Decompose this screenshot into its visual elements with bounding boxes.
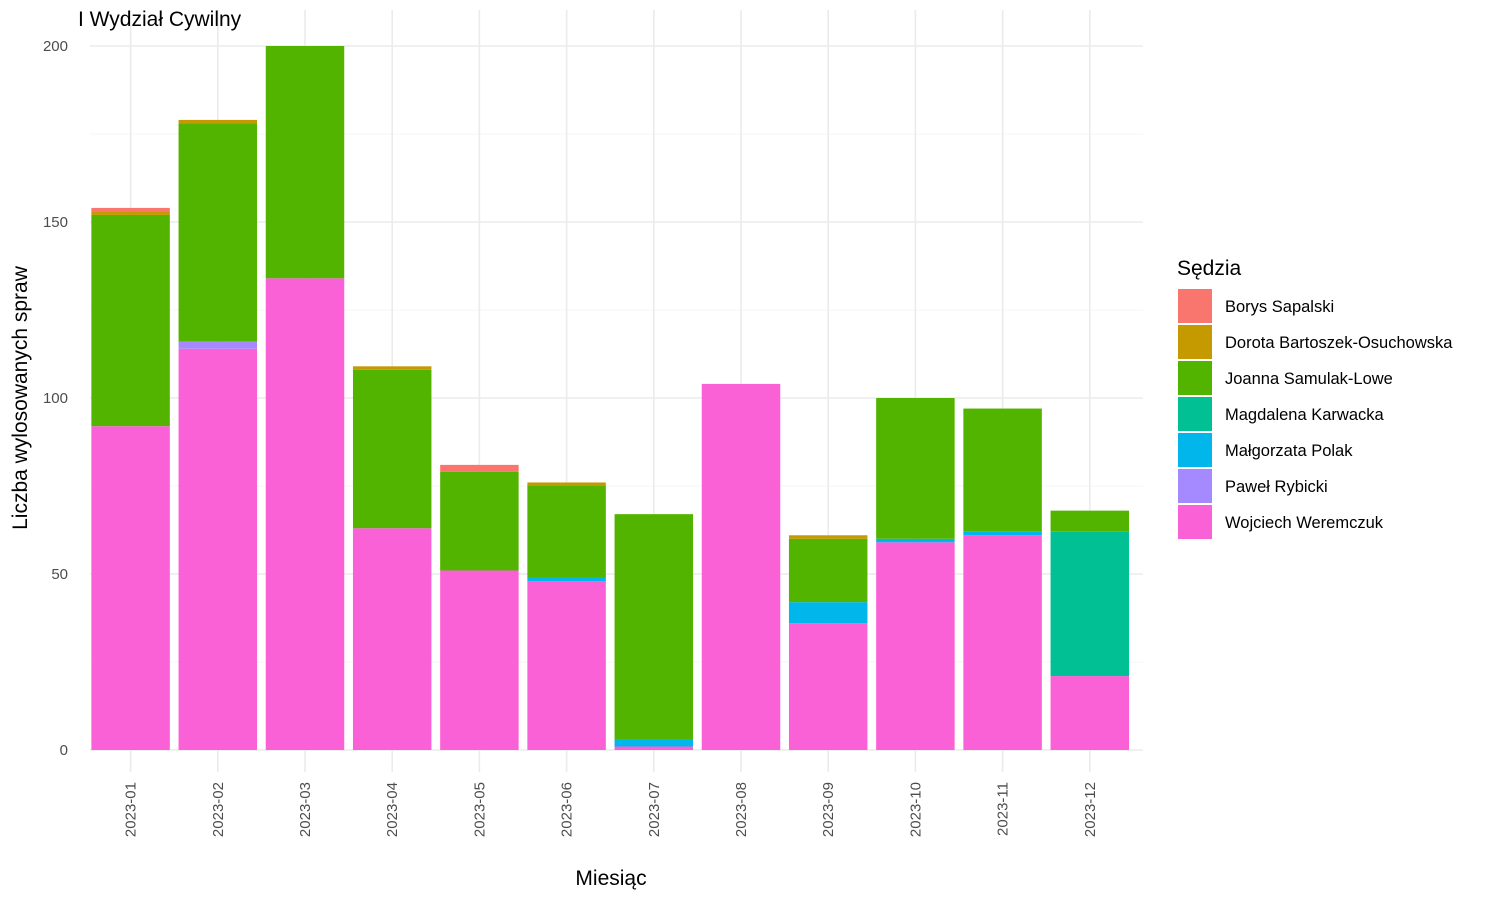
bar-segment [527,577,606,582]
bar-segment [440,570,519,750]
bar-segment [265,46,345,279]
bar-segment [91,214,170,427]
bar-segment [91,207,170,212]
x-tick-label: 2023-10 [907,782,924,837]
legend-label: Dorota Bartoszek-Osuchowska [1225,334,1453,352]
bar-segment [440,464,519,472]
y-tick-label: 0 [60,742,68,759]
bar-segment [701,383,781,750]
x-axis-ticks: 2023-01 2023-02 2023-03 2023-04 2023-05 2023-… [123,782,1099,837]
legend-label: Magdalena Karwacka [1225,406,1384,424]
bar-segment [178,119,258,124]
bar-segment [876,398,955,539]
bar-segment [1050,510,1130,532]
x-tick-label: 2023-02 [210,782,227,837]
bar-segment [527,486,606,578]
bar-segment [265,278,345,750]
legend-swatch [1178,361,1212,395]
bar-segment [352,366,432,370]
bar-segment [963,535,1042,750]
x-tick-label: 2023-03 [297,782,314,837]
y-axis-ticks: 0 50 100 150 200 [43,38,68,759]
bar-segment [614,514,694,740]
legend: Sędzia Borys Sapalski Dorota Bartoszek-Os… [1177,257,1453,539]
bar-segment [1050,531,1130,677]
y-axis-title: Liczba wylosowanych spraw [9,265,32,530]
legend-swatch [1178,289,1212,323]
bars [91,46,1130,750]
bar-segment [527,482,606,486]
y-tick-label: 150 [43,214,68,231]
x-tick-label: 2023-04 [384,782,401,837]
y-tick-label: 100 [43,390,68,407]
legend-label: Joanna Samulak-Lowe [1225,370,1393,388]
chart-title: I Wydział Cywilny [78,8,242,31]
x-tick-label: 2023-06 [559,782,576,837]
bar-segment [963,531,1042,536]
x-axis-title: Miesiąc [575,867,646,890]
legend-items: Borys Sapalski Dorota Bartoszek-Osuchowsk… [1178,289,1453,539]
legend-label: Borys Sapalski [1225,298,1334,316]
bar-segment [876,542,955,750]
bar-segment [178,341,258,349]
x-tick-label: 2023-05 [471,782,488,837]
bar-segment [440,471,519,571]
bar-segment [91,426,170,750]
x-tick-label: 2023-11 [995,782,1012,836]
bar-segment [963,408,1042,532]
bar-segment [788,602,868,624]
y-tick-label: 200 [43,38,68,55]
legend-label: Wojciech Weremczuk [1225,514,1384,532]
bar-segment [788,535,868,539]
bar-segment [788,623,868,750]
bar-segment [614,739,694,747]
legend-swatch [1178,505,1212,539]
bar-segment [614,746,694,750]
legend-label: Małgorzata Polak [1225,442,1353,460]
legend-swatch [1178,433,1212,467]
x-tick-label: 2023-07 [646,782,663,837]
y-tick-label: 50 [51,566,68,583]
legend-swatch [1178,469,1212,503]
bar-segment [178,348,258,750]
bar-segment [352,528,432,750]
x-tick-label: 2023-09 [820,782,837,837]
bar-segment [178,123,258,342]
bar-segment [1050,676,1130,750]
bar-segment [876,538,955,543]
legend-label: Paweł Rybicki [1225,478,1328,496]
legend-swatch [1178,325,1212,359]
x-tick-label: 2023-08 [733,782,750,837]
bar-segment [527,581,606,750]
bar-segment [788,538,868,603]
x-tick-label: 2023-01 [123,782,140,837]
legend-swatch [1178,397,1212,431]
bar-segment [352,369,432,529]
x-tick-label: 2023-12 [1082,782,1099,837]
bar-segment [91,211,170,215]
legend-title: Sędzia [1177,257,1242,280]
